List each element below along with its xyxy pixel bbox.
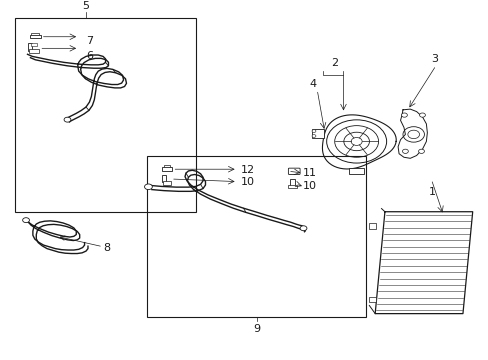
Bar xyxy=(31,44,37,45)
Bar xyxy=(161,175,166,182)
Text: 10: 10 xyxy=(303,181,316,192)
Circle shape xyxy=(401,113,407,117)
Circle shape xyxy=(402,149,407,153)
Text: 2: 2 xyxy=(330,58,338,68)
Bar xyxy=(289,179,294,186)
Bar xyxy=(27,43,32,51)
Bar xyxy=(15,18,195,212)
Text: 3: 3 xyxy=(430,54,437,64)
Text: 7: 7 xyxy=(86,36,93,46)
Bar xyxy=(31,32,39,35)
Text: 6: 6 xyxy=(86,51,93,62)
Circle shape xyxy=(311,135,315,138)
Text: 9: 9 xyxy=(253,324,260,334)
FancyBboxPatch shape xyxy=(288,168,300,175)
Circle shape xyxy=(64,117,71,122)
Bar xyxy=(29,49,39,53)
Bar xyxy=(348,168,363,174)
Text: 4: 4 xyxy=(308,79,316,89)
Text: 1: 1 xyxy=(428,187,435,197)
Text: 8: 8 xyxy=(60,236,110,253)
Text: 12: 12 xyxy=(240,165,254,175)
Bar xyxy=(163,165,170,167)
Circle shape xyxy=(419,113,425,117)
Bar xyxy=(147,156,366,317)
Bar xyxy=(161,167,172,171)
Circle shape xyxy=(350,138,362,145)
Circle shape xyxy=(144,184,152,190)
Bar xyxy=(30,35,41,39)
Bar xyxy=(368,297,375,302)
Bar xyxy=(368,223,375,229)
Text: 11: 11 xyxy=(303,168,316,178)
Circle shape xyxy=(22,218,29,222)
Bar xyxy=(162,181,171,185)
Circle shape xyxy=(418,149,424,153)
Circle shape xyxy=(300,226,306,231)
Bar xyxy=(311,129,323,138)
Text: 5: 5 xyxy=(82,1,89,12)
Bar xyxy=(288,185,297,188)
Text: 10: 10 xyxy=(240,177,254,187)
Circle shape xyxy=(311,130,315,132)
